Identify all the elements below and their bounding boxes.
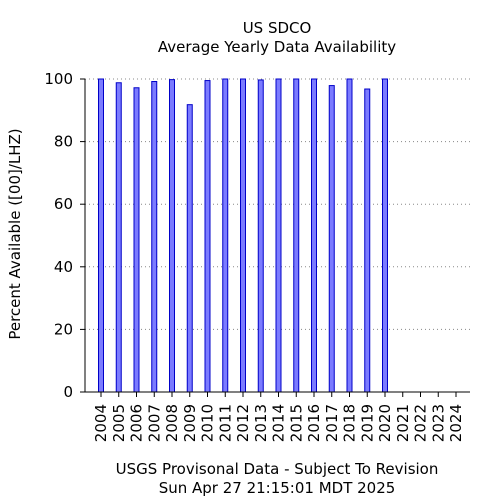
bar-2006 — [133, 87, 140, 393]
footer-disclaimer: USGS Provisonal Data - Subject To Revisi… — [116, 460, 439, 478]
x-tick-label: 2004 — [92, 404, 110, 442]
bar-2017 — [328, 85, 335, 393]
x-tick-label: 2015 — [287, 404, 305, 442]
x-tick-label: 2010 — [199, 404, 217, 442]
bar-2012 — [240, 78, 246, 393]
y-tick-label: 0 — [63, 383, 73, 401]
bar-2008 — [169, 79, 175, 393]
bar-2005 — [115, 82, 122, 393]
x-tick-label: 2014 — [270, 404, 288, 442]
y-tick-label: 40 — [54, 258, 73, 276]
y-axis: 0 20 40 60 80 100 — [44, 70, 85, 401]
chart-title: US SDCO — [243, 19, 312, 37]
bar-2013 — [257, 79, 264, 393]
x-tick-label: 2011 — [216, 404, 234, 442]
bar-2015 — [293, 78, 300, 393]
x-tick-label: 2012 — [234, 404, 252, 442]
x-tick-label: 2007 — [145, 404, 163, 442]
chart-subtitle: Average Yearly Data Availability — [158, 38, 396, 56]
x-tick-label: 2021 — [394, 404, 412, 442]
x-tick-label: 2006 — [128, 404, 146, 442]
x-tick-label: 2009 — [181, 404, 199, 442]
x-tick-label: 2017 — [323, 404, 341, 442]
bar-2011 — [222, 78, 229, 393]
bar-2016 — [311, 78, 317, 393]
x-axis: 2004 2005 2006 2007 2008 2009 2010 2011 2012 2013… — [92, 392, 465, 442]
bar-2018 — [346, 78, 353, 393]
y-tick-label: 20 — [54, 320, 73, 338]
bar-2004 — [98, 78, 104, 393]
x-tick-label: 2018 — [341, 404, 359, 442]
x-tick-label: 2023 — [429, 404, 447, 442]
bar-2014 — [275, 78, 282, 393]
x-tick-label: 2024 — [447, 404, 465, 442]
bars — [98, 78, 388, 393]
bar-2009 — [186, 104, 193, 393]
bar-2019 — [364, 88, 371, 393]
y-tick-label: 100 — [44, 70, 73, 88]
x-tick-label: 2005 — [110, 404, 128, 442]
bar-2010 — [204, 80, 211, 393]
bar-2007 — [151, 81, 158, 393]
x-tick-label: 2019 — [358, 404, 376, 442]
y-tick-label: 60 — [54, 195, 73, 213]
x-tick-label: 2020 — [376, 404, 394, 442]
x-tick-label: 2013 — [252, 404, 270, 442]
footer-timestamp: Sun Apr 27 21:15:01 MDT 2025 — [159, 479, 396, 497]
x-tick-label: 2008 — [163, 404, 181, 442]
y-tick-label: 80 — [54, 133, 73, 151]
bar-2020 — [382, 78, 388, 393]
x-tick-label: 2022 — [412, 404, 430, 442]
x-tick-label: 2016 — [305, 404, 323, 442]
y-axis-label: Percent Available ([00]/LHZ) — [6, 128, 24, 339]
